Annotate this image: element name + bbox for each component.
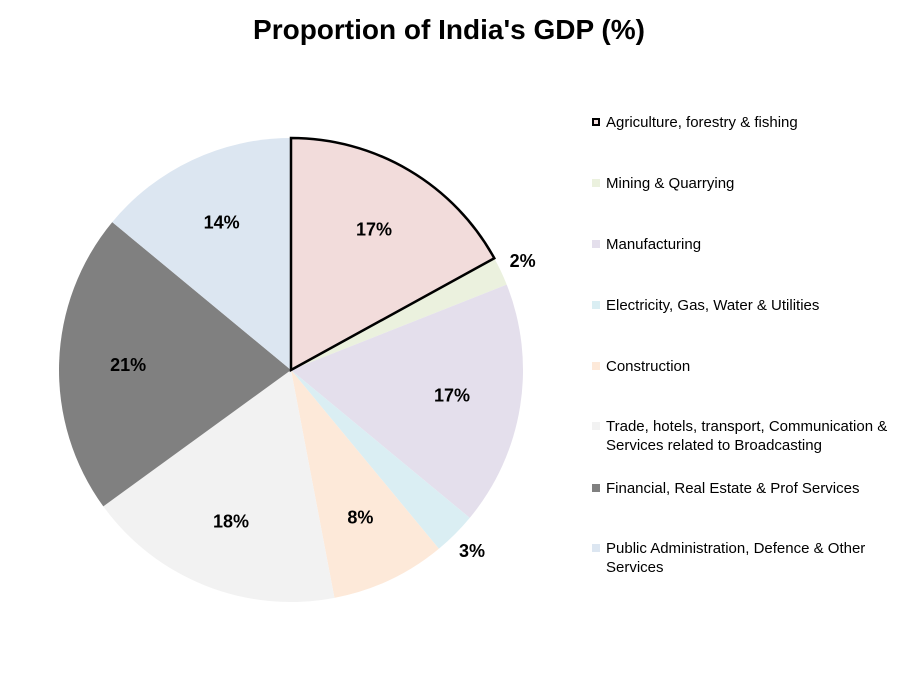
legend-swatch (592, 118, 600, 126)
slice-value-label: 18% (213, 512, 249, 532)
legend-swatch (592, 179, 600, 187)
legend-swatch (592, 240, 600, 248)
slice-value-label: 3% (459, 541, 485, 561)
pie-slice (291, 370, 439, 598)
legend-swatch (592, 362, 600, 370)
legend-label: Public Administration, Defence & Other S… (606, 540, 866, 576)
pie-slice (103, 370, 335, 603)
slice-value-label: 8% (347, 507, 373, 527)
legend-swatch (592, 484, 600, 492)
slice-value-label: 21% (110, 355, 146, 375)
legend-label: Construction (606, 358, 691, 375)
legend-label: Agriculture, forestry & fishing (606, 114, 798, 131)
legend-label: Financial, Real Estate & Prof Services (606, 480, 860, 497)
legend-swatch (592, 422, 600, 430)
highlighted-slice-outline (289, 136, 497, 373)
pie-slice (58, 222, 291, 507)
legend-label: Manufacturing (606, 236, 702, 253)
pie-slice (291, 284, 523, 518)
legend-label: Trade, hotels, transport, Communication … (606, 418, 888, 454)
chart-title: Proportion of India's GDP (%) (253, 14, 645, 45)
legend-swatch (592, 301, 600, 309)
legend-label: Electricity, Gas, Water & Utilities (606, 297, 820, 314)
pie-slice (291, 370, 470, 549)
pie-slice (112, 138, 291, 370)
slice-value-label: 17% (434, 385, 470, 405)
pie-slice (291, 258, 507, 370)
slice-value-label: 14% (204, 213, 240, 233)
legend-swatch (592, 544, 600, 552)
legend-label: Mining & Quarrying (606, 175, 735, 192)
slice-value-label: 2% (510, 251, 536, 271)
slice-value-label: 17% (356, 220, 392, 240)
